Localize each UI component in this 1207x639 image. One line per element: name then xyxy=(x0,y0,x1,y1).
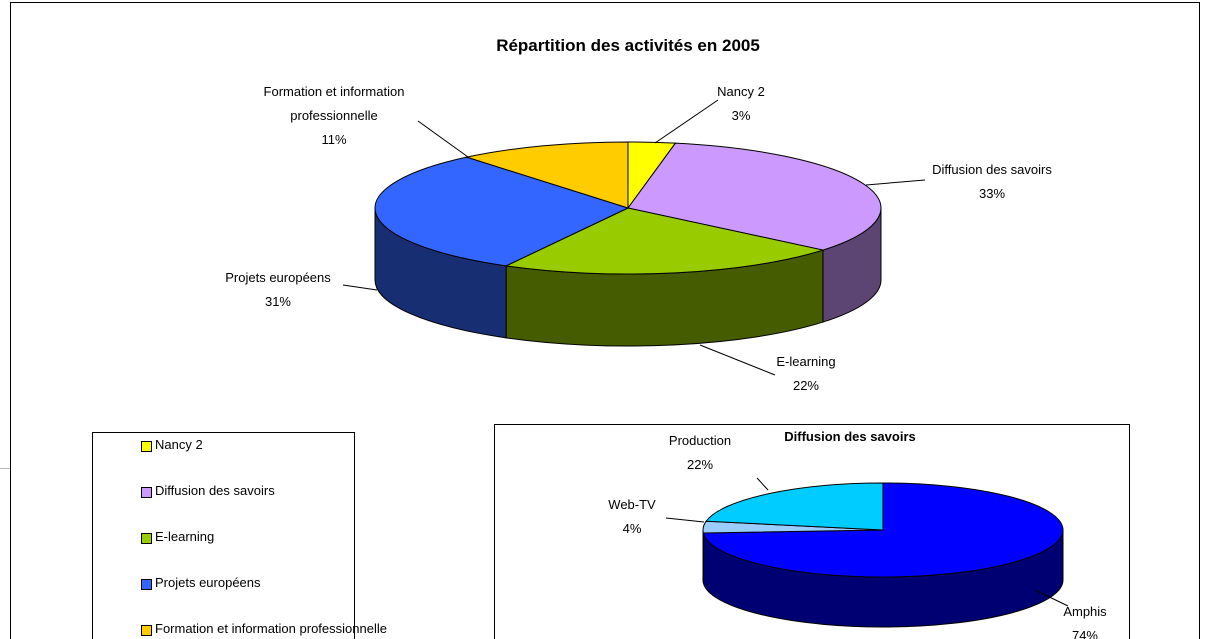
slice-label: Projets européens 31% xyxy=(225,266,331,314)
slice-value: 31% xyxy=(264,294,292,309)
chart-title: Répartition des activités en 2005 xyxy=(496,36,760,55)
legend-swatch xyxy=(141,579,152,590)
slice-label: Nancy 2 3% xyxy=(717,80,765,128)
legend-swatch xyxy=(141,533,152,544)
slice-name: Production xyxy=(668,433,732,448)
legend-swatch xyxy=(141,625,152,636)
leader-line xyxy=(699,344,776,376)
pie-slice xyxy=(464,141,629,209)
chart-title: Diffusion des savoirs xyxy=(784,429,916,444)
leader-line xyxy=(756,477,769,491)
legend-swatch xyxy=(141,487,152,498)
legend-label: Diffusion des savoirs xyxy=(155,483,275,498)
slice-name: Diffusion des savoirs xyxy=(932,162,1052,177)
slice-label: Amphis 74% xyxy=(1063,600,1106,639)
leader-line xyxy=(417,120,469,158)
slice-name: E-learning xyxy=(776,354,836,369)
slice-name: Web-TV xyxy=(608,497,656,512)
slice-name: Projets européens xyxy=(225,270,331,285)
outer-frame xyxy=(10,2,1200,639)
leader-line xyxy=(1034,589,1069,607)
slice-value: 74% xyxy=(1071,628,1099,639)
pie-slice xyxy=(504,207,825,275)
slice-value: 22% xyxy=(686,457,714,472)
slice-name: Amphis xyxy=(1063,604,1107,619)
slice-label: Production 22% xyxy=(669,429,731,477)
slice-value: 4% xyxy=(622,521,642,536)
slice-value: 33% xyxy=(978,186,1006,201)
slice-label: Diffusion des savoirs 33% xyxy=(932,158,1052,206)
legend-swatch xyxy=(141,441,152,452)
legend-label: Nancy 2 xyxy=(155,437,203,452)
slice-name: Formation et information professionnelle xyxy=(263,84,405,123)
legend-frame xyxy=(92,432,355,639)
slice-label: Formation et information professionnelle… xyxy=(247,80,422,152)
slice-value: 11% xyxy=(321,132,347,147)
leader-line xyxy=(865,179,926,186)
slice-label: E-learning 22% xyxy=(776,350,835,398)
leader-line xyxy=(342,284,378,291)
leader-line xyxy=(654,99,719,144)
legend-label: Projets européens xyxy=(155,575,261,590)
pie-slice xyxy=(374,156,630,267)
leader-line xyxy=(665,517,705,523)
legend-label: E-learning xyxy=(155,529,215,544)
slice-label: Web-TV 4% xyxy=(608,493,655,541)
legend-label: Formation et information professionnelle xyxy=(155,621,387,636)
pie-slice xyxy=(627,142,882,251)
slice-value: 22% xyxy=(792,378,820,393)
slice-value: 3% xyxy=(731,108,751,123)
pie-slice xyxy=(705,482,884,531)
slice-name: Nancy 2 xyxy=(717,84,765,99)
